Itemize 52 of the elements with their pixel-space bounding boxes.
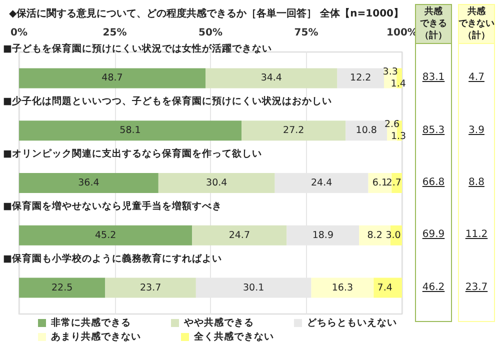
data-label: 34.4 — [260, 72, 282, 84]
y-tick-label: ■保育園も小学校のように義務教育にすればよい — [3, 252, 222, 264]
x-tick-label: 75% — [294, 28, 318, 38]
x-tick-label: 50% — [198, 28, 222, 38]
data-label: 3.3 — [382, 66, 398, 78]
data-label: 3.0 — [386, 230, 401, 241]
data-label: 18.9 — [312, 230, 334, 241]
x-tick-label: 0% — [10, 28, 28, 38]
y-tick-label: ■保育園を増やせないなら児童手当を増額すべき — [3, 200, 222, 212]
data-label: 24.7 — [228, 230, 250, 241]
data-label: 30.1 — [243, 282, 264, 294]
legend-label: どちらともいえない — [307, 318, 397, 328]
data-label: 8.2 — [367, 230, 382, 241]
data-label: 16.3 — [332, 282, 354, 294]
data-label: 22.5 — [52, 282, 73, 294]
x-tick-label: 25% — [102, 28, 127, 38]
text: 8.8 — [468, 176, 486, 190]
data-label: 2.7 — [386, 178, 402, 188]
text: 66.8 — [421, 176, 446, 190]
data-label: 45.2 — [94, 230, 116, 241]
text: 4.7 — [468, 71, 486, 86]
text: 83.1 — [421, 71, 446, 86]
y-tick-label: ■子どもを保育園に預けにくい状況では女性が活躍できない — [3, 42, 272, 55]
y-tick-label: ■オリンピック関連に支出するなら保育園を作って欲しい — [3, 148, 262, 160]
y-tick-label: ■少子化は問題といいつつ、子どもを保育園に預けにくい状況はおかしい — [3, 95, 332, 108]
data-label: 10.8 — [356, 125, 377, 136]
text: 3.9 — [468, 124, 486, 138]
legend-label: 非常に共感できる — [50, 316, 131, 328]
text: 85.3 — [421, 124, 446, 138]
data-label: 58.1 — [120, 125, 141, 136]
text: 69.9 — [421, 228, 446, 242]
data-label: 12.2 — [350, 72, 372, 84]
data-label: 24.4 — [310, 178, 332, 188]
data-label: 6.1 — [372, 178, 388, 188]
data-label: 48.7 — [102, 72, 123, 84]
text: 共感できない（計） — [458, 6, 495, 42]
chart-title: ◆保活に関する意見について、どの程度共感できるか［各単一回答］ 全体【n=1000】 — [9, 8, 404, 20]
data-label: 2.6 — [384, 119, 400, 130]
legend-label: あまり共感できない — [51, 330, 141, 342]
data-label: 7.4 — [377, 282, 392, 294]
legend-label: 全く共感できない — [193, 330, 274, 342]
data-label: 36.4 — [78, 178, 100, 188]
text: 46.2 — [421, 280, 446, 295]
legend-label: やや共感できる — [183, 316, 254, 328]
data-label: 1.3 — [390, 131, 406, 142]
text: 共感できる（計） — [420, 7, 447, 41]
data-label: 1.4 — [390, 78, 406, 90]
text: 23.7 — [464, 280, 489, 295]
text: 11.2 — [464, 228, 489, 242]
data-label: 23.7 — [140, 282, 162, 294]
data-label: 27.2 — [283, 125, 304, 136]
data-label: 30.4 — [206, 178, 228, 188]
